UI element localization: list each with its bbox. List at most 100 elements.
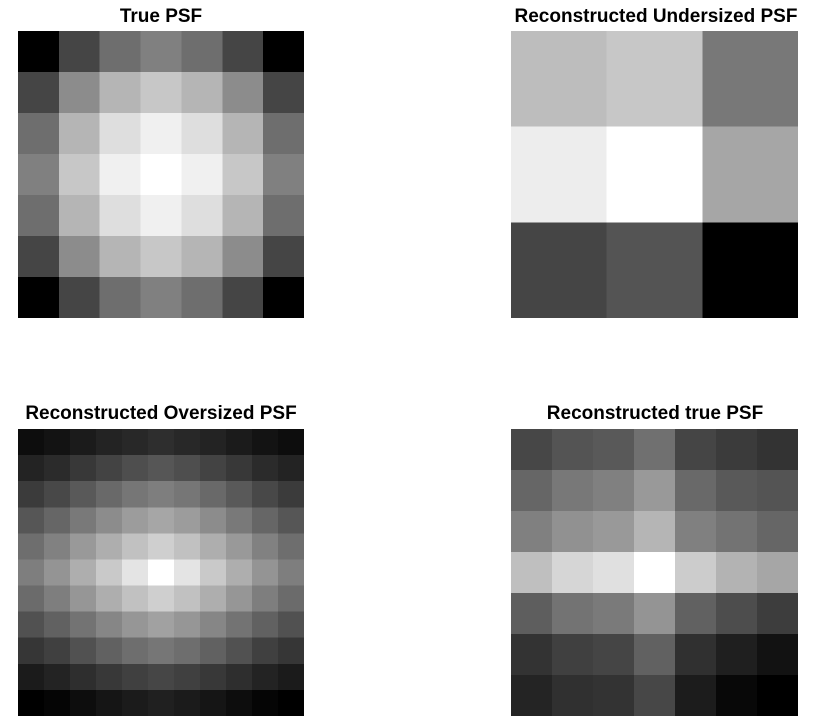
heatmap-cell-r2-c1 — [58, 113, 101, 155]
heatmap-cell-r7-c8 — [226, 611, 253, 639]
heatmap-cell-r10-c7 — [200, 689, 227, 716]
heatmap-cell-r6-c10 — [278, 585, 304, 613]
heatmap-cell-r3-c6 — [263, 154, 304, 196]
heatmap-cell-r6-c3 — [96, 585, 123, 613]
heatmap-cell-r1-c3 — [634, 470, 676, 512]
heatmap-cell-r2-c5 — [222, 113, 264, 155]
heatmap-cell-r0-c1 — [606, 31, 703, 128]
heatmap-cell-r4-c2 — [99, 195, 142, 237]
heatmap-cell-r2-c1 — [606, 222, 703, 318]
heatmap-cell-r0-c0 — [18, 31, 60, 73]
heatmap-reconstructed-true-psf — [511, 429, 798, 716]
heatmap-cell-r5-c2 — [593, 634, 635, 676]
heatmap-cell-r8-c2 — [70, 637, 97, 665]
heatmap-cell-r10-c3 — [96, 689, 123, 716]
heatmap-cell-r2-c6 — [263, 113, 304, 155]
heatmap-cell-r9-c3 — [96, 663, 123, 691]
heatmap-cell-r2-c0 — [511, 222, 608, 318]
heatmap-cell-r0-c6 — [757, 429, 798, 471]
heatmap-cell-r10-c1 — [44, 689, 71, 716]
heatmap-cell-r5-c8 — [226, 559, 253, 587]
heatmap-cell-r3-c8 — [226, 507, 253, 534]
heatmap-cell-r0-c2 — [593, 429, 635, 471]
heatmap-cell-r3-c3 — [634, 552, 676, 594]
heatmap-cell-r1-c9 — [252, 455, 279, 482]
heatmap-cell-r8-c1 — [44, 637, 71, 665]
heatmap-cell-r5-c2 — [70, 559, 97, 587]
heatmap-cell-r10-c10 — [278, 689, 304, 716]
heatmap-cell-r4-c5 — [222, 195, 264, 237]
heatmap-cell-r5-c1 — [552, 634, 594, 676]
heatmap-cell-r1-c2 — [593, 470, 635, 512]
heatmap-cell-r2-c9 — [252, 481, 279, 508]
heatmap-cell-r1-c6 — [757, 470, 798, 512]
heatmap-cell-r5-c0 — [18, 236, 60, 278]
heatmap-cell-r0-c4 — [675, 429, 717, 471]
heatmap-cell-r1-c0 — [511, 126, 608, 223]
heatmap-cell-r7-c4 — [122, 611, 149, 639]
heatmap-cell-r0-c7 — [200, 429, 227, 456]
heatmap-cell-r4-c3 — [634, 593, 676, 635]
heatmap-cell-r9-c2 — [70, 663, 97, 691]
heatmap-cell-r10-c2 — [70, 689, 97, 716]
heatmap-cell-r0-c4 — [122, 429, 149, 456]
heatmap-cell-r4-c0 — [18, 195, 60, 237]
heatmap-cell-r4-c8 — [226, 533, 253, 561]
heatmap-cell-r9-c7 — [200, 663, 227, 691]
heatmap-cell-r0-c0 — [511, 429, 553, 471]
heatmap-cell-r2-c4 — [675, 511, 717, 553]
heatmap-cell-r0-c1 — [44, 429, 71, 456]
heatmap-cell-r3-c3 — [96, 507, 123, 534]
heatmap-cell-r5-c6 — [757, 634, 798, 676]
heatmap-cell-r1-c1 — [552, 470, 594, 512]
chart-title: True PSF — [119, 6, 203, 27]
heatmap-svg — [511, 429, 798, 716]
heatmap-cell-r4-c4 — [675, 593, 717, 635]
heatmap-true-psf — [18, 31, 304, 318]
heatmap-cell-r5-c6 — [174, 559, 201, 587]
heatmap-cell-r4-c10 — [278, 533, 304, 561]
heatmap-cell-r6-c1 — [44, 585, 71, 613]
heatmap-cell-r3-c7 — [200, 507, 227, 534]
heatmap-cell-r6-c0 — [511, 675, 553, 716]
heatmap-cell-r2-c2 — [702, 222, 798, 318]
heatmap-cell-r3-c2 — [593, 552, 635, 594]
heatmap-cell-r3-c2 — [70, 507, 97, 534]
heatmap-cell-r5-c3 — [96, 559, 123, 587]
heatmap-undersized-psf — [511, 31, 798, 318]
heatmap-cell-r5-c5 — [716, 634, 758, 676]
heatmap-cell-r6-c2 — [99, 277, 142, 318]
heatmap-cell-r1-c4 — [181, 72, 223, 114]
heatmap-cell-r2-c7 — [200, 481, 227, 508]
heatmap-cell-r6-c6 — [263, 277, 304, 318]
heatmap-cell-r3-c1 — [58, 154, 101, 196]
heatmap-cell-r9-c4 — [122, 663, 149, 691]
heatmap-cell-r2-c2 — [593, 511, 635, 553]
heatmap-cell-r9-c8 — [226, 663, 253, 691]
heatmap-cell-r4-c3 — [140, 195, 183, 237]
heatmap-cell-r0-c6 — [174, 429, 201, 456]
heatmap-cell-r2-c5 — [148, 481, 175, 508]
heatmap-cell-r1-c0 — [18, 455, 45, 482]
heatmap-cell-r1-c1 — [44, 455, 71, 482]
heatmap-cell-r6-c9 — [252, 585, 279, 613]
heatmap-cell-r0-c5 — [148, 429, 175, 456]
heatmap-cell-r9-c0 — [18, 663, 45, 691]
heatmap-cell-r8-c9 — [252, 637, 279, 665]
heatmap-cell-r4-c9 — [252, 533, 279, 561]
heatmap-cell-r3-c10 — [278, 507, 304, 534]
heatmap-cell-r6-c8 — [226, 585, 253, 613]
heatmap-cell-r0-c5 — [716, 429, 758, 471]
heatmap-cell-r1-c10 — [278, 455, 304, 482]
heatmap-cell-r3-c6 — [757, 552, 798, 594]
heatmap-cell-r2-c8 — [226, 481, 253, 508]
heatmap-cell-r2-c3 — [140, 113, 183, 155]
heatmap-cell-r2-c4 — [122, 481, 149, 508]
heatmap-cell-r4-c6 — [263, 195, 304, 237]
heatmap-cell-r1-c3 — [96, 455, 123, 482]
heatmap-cell-r4-c5 — [148, 533, 175, 561]
heatmap-cell-r4-c1 — [552, 593, 594, 635]
heatmap-cell-r4-c7 — [200, 533, 227, 561]
heatmap-cell-r6-c7 — [200, 585, 227, 613]
heatmap-cell-r5-c3 — [634, 634, 676, 676]
